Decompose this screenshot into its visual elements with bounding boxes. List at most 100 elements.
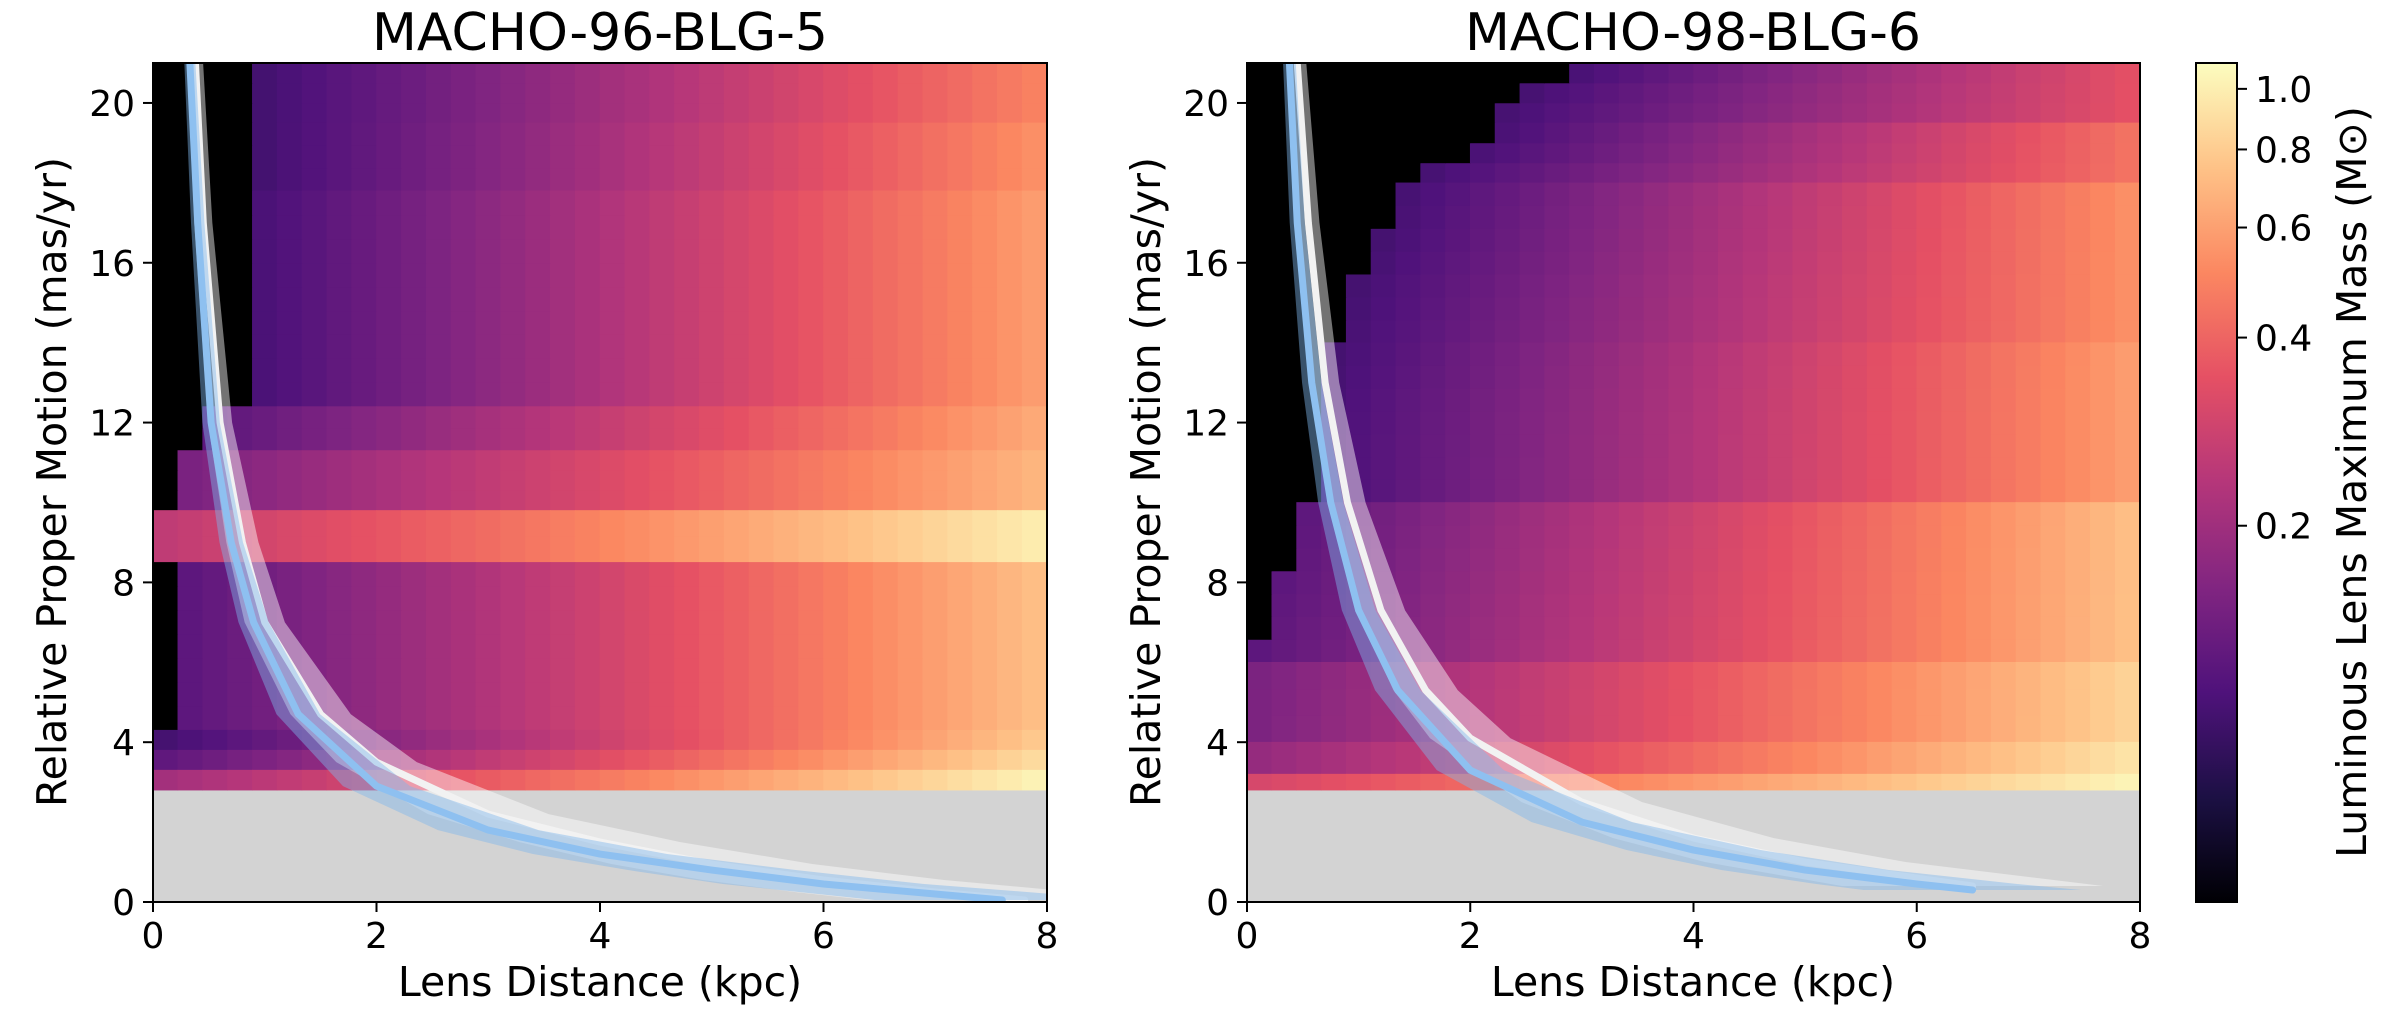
heatmap-cell	[1519, 102, 1545, 124]
heatmap-row	[153, 450, 1047, 511]
heatmap-cell	[276, 238, 303, 264]
heatmap-cell	[773, 705, 799, 731]
heatmap-cell	[1891, 251, 1918, 275]
heatmap-cell	[1742, 342, 1769, 366]
heatmap-cell	[1693, 273, 1719, 298]
heatmap-cell	[1321, 741, 1347, 775]
heatmap-cell	[649, 382, 675, 407]
heatmap-cell	[1370, 251, 1397, 275]
heatmap-cell	[624, 450, 650, 471]
heatmap-cell	[1891, 365, 1918, 389]
heatmap-cell	[1742, 715, 1769, 743]
heatmap-cell	[1395, 570, 1421, 595]
heatmap-cell	[1842, 715, 1868, 743]
heatmap-cell	[1544, 365, 1570, 389]
heatmap-cell	[177, 705, 203, 731]
heatmap-cell	[1792, 102, 1818, 124]
heatmap-cell	[1519, 205, 1545, 229]
heatmap-cell	[227, 102, 253, 124]
heatmap-cell	[1966, 182, 1992, 206]
heatmap-cell	[773, 510, 799, 537]
heatmap-cell	[699, 705, 725, 731]
heatmap-cell	[922, 238, 948, 264]
heatmap-cell	[848, 63, 874, 84]
heatmap-cell	[1321, 773, 1347, 791]
heatmap-cell	[1494, 616, 1521, 640]
heatmap-cell	[624, 428, 650, 451]
heatmap-cell	[1866, 205, 1893, 229]
heatmap-cell	[699, 190, 725, 216]
heatmap-cell	[1271, 715, 1297, 743]
heatmap-cell	[624, 334, 650, 359]
heatmap-cell	[1891, 142, 1918, 164]
heatmap-cell	[1990, 319, 2017, 343]
heatmap-cell	[1891, 688, 1918, 716]
heatmap-cell	[202, 167, 228, 192]
heatmap-cell	[972, 214, 998, 240]
heatmap-cell	[1593, 715, 1620, 743]
heatmap-cell	[2114, 433, 2140, 458]
heatmap-cell	[922, 749, 948, 771]
heatmap-cell	[2040, 547, 2066, 572]
heatmap-cell	[177, 510, 203, 537]
heatmap-cell	[1494, 570, 1521, 595]
heatmap-cell	[2065, 142, 2091, 164]
heatmap-cell	[1668, 456, 1694, 480]
heatmap-cell	[153, 286, 179, 312]
heatmap-cell	[1916, 342, 1942, 366]
heatmap-cell	[1593, 661, 1620, 690]
heatmap-cell	[550, 406, 576, 429]
heatmap-cell	[574, 145, 601, 169]
heatmap-cell	[798, 262, 824, 288]
heatmap-cell	[773, 428, 799, 451]
heatmap-cell	[748, 657, 775, 683]
heatmap-cell	[1817, 142, 1843, 164]
heatmap-cell	[425, 428, 452, 451]
heatmap-cell	[1718, 102, 1744, 124]
heatmap-cell	[773, 102, 799, 124]
heatmap-cell	[2114, 82, 2140, 104]
heatmap-cell	[848, 729, 874, 751]
heatmap-cell	[1420, 593, 1446, 617]
heatmap-cell	[252, 536, 278, 563]
heatmap-row	[153, 122, 1047, 192]
heatmap-cell	[599, 122, 626, 146]
heatmap-cell	[1817, 365, 1843, 389]
heatmap-cell	[1469, 388, 1496, 412]
heatmap-cell	[2114, 251, 2140, 275]
heatmap-cell	[450, 238, 477, 264]
heatmap-cell	[1842, 479, 1868, 503]
heatmap-cell	[872, 310, 899, 335]
heatmap-cell	[1941, 182, 1967, 206]
heatmap-cell	[1817, 162, 1843, 184]
heatmap-cell	[624, 286, 650, 312]
heatmap-cell	[2040, 593, 2066, 617]
heatmap-cell	[699, 729, 725, 751]
heatmap-cell	[823, 769, 849, 791]
heatmap-cell	[748, 562, 775, 587]
x-tick-label: 0	[142, 916, 165, 957]
heatmap-cell	[1693, 547, 1719, 572]
heatmap-cell	[1767, 296, 1794, 321]
heatmap-cell	[599, 145, 626, 169]
heatmap-cell	[1618, 102, 1645, 124]
heatmap-cell	[153, 102, 179, 124]
heatmap-cell	[798, 310, 824, 335]
heatmap-cell	[1395, 162, 1421, 184]
heatmap-cell	[177, 490, 203, 511]
heatmap-cell	[748, 382, 775, 407]
heatmap-cell	[1618, 479, 1645, 503]
heatmap-cell	[252, 510, 278, 537]
heatmap-cell	[897, 167, 924, 192]
heatmap-cell	[153, 238, 179, 264]
x-tick-label: 4	[1682, 916, 1705, 957]
heatmap-cell	[1718, 296, 1744, 321]
heatmap-cell	[1767, 205, 1794, 229]
heatmap-cell	[1693, 122, 1719, 144]
heatmap-cell	[624, 102, 650, 124]
heatmap-cell	[872, 450, 899, 471]
heatmap-cell	[972, 82, 998, 104]
heatmap-cell	[997, 286, 1023, 312]
heatmap-cell	[1767, 182, 1794, 206]
heatmap-cell	[1569, 715, 1595, 743]
